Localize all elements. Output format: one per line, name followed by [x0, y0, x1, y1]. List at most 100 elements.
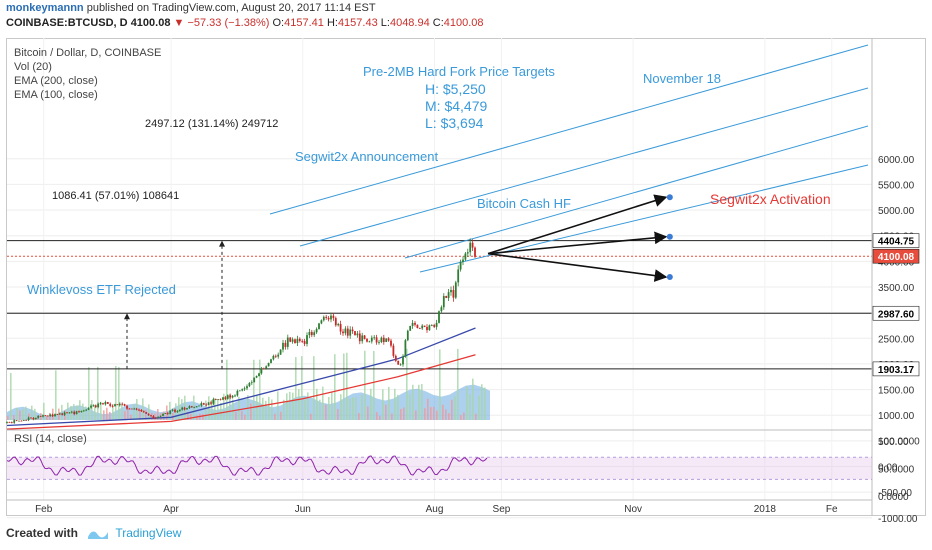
rsi-tick-label: 0.0000 — [878, 492, 909, 503]
volume-bar — [214, 398, 216, 420]
candle-body — [68, 412, 71, 414]
candle-body — [97, 403, 100, 408]
target-mid: M: $4,479 — [425, 98, 487, 114]
volume-bar — [148, 404, 150, 420]
volume-bar — [463, 412, 465, 420]
volume-bar — [424, 408, 426, 420]
volume-bar — [139, 409, 141, 420]
candle-body — [142, 411, 145, 413]
candle-body — [452, 290, 455, 298]
candle-body — [344, 328, 347, 334]
candle-body — [157, 416, 160, 419]
volume-bar — [16, 407, 18, 420]
candle-body — [219, 399, 222, 401]
volume-bar — [100, 401, 102, 420]
chart-frame — [6, 38, 926, 516]
candle-body — [229, 395, 232, 398]
volume-bar — [19, 410, 21, 420]
candle-body — [135, 408, 138, 410]
target-point — [666, 233, 673, 240]
volume-bar — [223, 393, 225, 420]
ema-lines — [6, 327, 476, 430]
tradingview-brand[interactable]: TradingView — [115, 526, 182, 540]
candle-body — [356, 333, 359, 336]
volume-bar — [454, 396, 456, 420]
price-tag-label: 2987.60 — [878, 309, 915, 320]
candle-body — [51, 414, 54, 417]
candle-body — [15, 420, 18, 422]
volume-bar — [292, 392, 294, 420]
time-axis[interactable]: Feb Apr Jun Aug Sep Nov 2018 Fe — [7, 499, 872, 515]
volume-bar — [340, 394, 342, 420]
x-tick-label: Jun — [295, 504, 311, 515]
candle-body — [94, 405, 97, 408]
candle-body — [272, 355, 275, 360]
candle-body — [445, 295, 448, 298]
candle-body — [258, 373, 260, 376]
price-tag-box — [872, 233, 920, 248]
candle-body — [92, 405, 95, 407]
target-arrow — [487, 252, 668, 282]
volume-bar — [298, 389, 300, 420]
volume-bar — [226, 359, 228, 420]
y-tick-label: 0.00 — [878, 463, 898, 474]
y-tick-label: 1000.00 — [878, 411, 915, 422]
candle-body — [121, 403, 124, 405]
candle-body — [253, 377, 256, 383]
candle-body — [466, 252, 469, 254]
candle-body — [457, 269, 460, 283]
candle-body — [277, 354, 280, 357]
volume-bar — [373, 350, 375, 420]
target-arrow — [487, 231, 668, 255]
volume-bar — [301, 356, 303, 420]
author-link[interactable]: monkeymannn — [6, 2, 84, 14]
target-point — [666, 194, 673, 201]
candle-body — [224, 397, 227, 399]
volume-bar — [91, 400, 93, 420]
volume-bar — [430, 407, 432, 420]
volume-bar — [346, 352, 348, 420]
volume-bar — [418, 384, 420, 420]
symbol-line: COINBASE:BTCUSD, D 4100.08 ▼ −57.33 (−1.… — [6, 17, 484, 29]
price-axis[interactable]: 6000.005500.005000.004500.004000.003500.… — [871, 38, 918, 525]
candle-body — [30, 417, 32, 419]
candle-body — [411, 322, 414, 326]
candle-body — [90, 405, 92, 408]
candle-body — [390, 340, 392, 346]
candle-body — [54, 414, 56, 417]
candle-body — [176, 411, 179, 413]
candle-body — [104, 402, 107, 405]
volume-bar — [484, 387, 486, 420]
publish-text: published on TradingView.com, August 20,… — [86, 2, 376, 14]
candle-body — [442, 295, 445, 308]
annotation-texts: Bitcoin / Dollar, D, COINBASE Vol (20) E… — [14, 47, 831, 445]
candle-body — [234, 395, 236, 397]
candle-body — [397, 360, 400, 365]
candle-body — [210, 402, 212, 404]
candle-body — [438, 311, 440, 323]
candle-body — [42, 415, 44, 417]
candle-body — [49, 414, 52, 417]
price-tag-label: 4404.75 — [878, 237, 915, 248]
candle-body — [334, 318, 337, 326]
candle-body — [44, 415, 47, 417]
volume-bar — [439, 349, 441, 420]
candle-body — [150, 415, 152, 417]
candle-body — [70, 411, 73, 413]
symbol-name: COINBASE:BTCUSD, D — [6, 17, 128, 29]
candle-body — [205, 404, 208, 406]
candle-body — [243, 388, 246, 390]
volume-bar — [472, 378, 474, 420]
volume-bar — [106, 407, 108, 420]
x-tick-label: Sep — [493, 504, 511, 515]
volume-bar — [406, 348, 408, 420]
volume-bar — [415, 410, 417, 420]
candle-body — [22, 419, 25, 421]
candle-body — [354, 331, 356, 336]
volume-bar — [361, 394, 363, 420]
down-arrow-icon: ▼ — [173, 17, 185, 29]
y-tick-label: 500.00 — [878, 437, 909, 448]
channel-line — [269, 44, 869, 215]
candle-body — [286, 337, 289, 347]
